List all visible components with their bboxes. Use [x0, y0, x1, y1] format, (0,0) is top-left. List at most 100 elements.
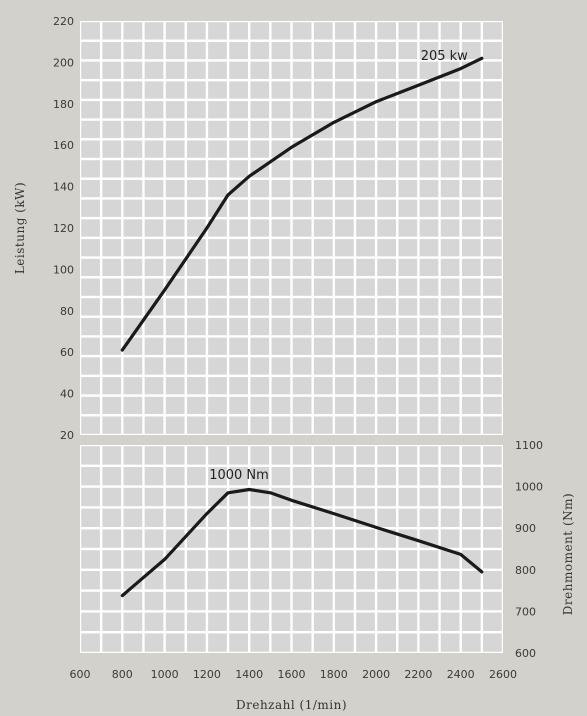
grid-cell [440, 337, 460, 355]
grid-cell [102, 612, 122, 631]
grid-cell [271, 179, 291, 198]
grid-cell [398, 120, 418, 139]
grid-cell [398, 487, 418, 507]
grid-cell [292, 258, 312, 277]
grid-cell [292, 120, 312, 139]
grid-cell [483, 416, 502, 434]
grid-cell [186, 416, 206, 434]
grid-cell [292, 298, 312, 316]
grid-cell [440, 633, 460, 652]
grid-cell [250, 467, 270, 486]
grid-cell [102, 41, 122, 60]
grid-cell [123, 81, 143, 99]
grid-cell [229, 278, 248, 296]
grid-cell [356, 416, 375, 434]
grid-cell [229, 529, 248, 548]
grid-cell [165, 377, 185, 395]
grid-cell [419, 199, 439, 217]
grid-cell [440, 467, 460, 486]
grid-cell [483, 467, 502, 486]
grid-cell [271, 22, 291, 40]
grid-cell [271, 357, 291, 375]
grid-cell [271, 258, 291, 277]
grid-cell [229, 317, 248, 336]
grid-cell [377, 101, 397, 119]
grid-cell [377, 179, 397, 198]
grid-cell [292, 467, 312, 486]
grid-cell [271, 633, 291, 652]
grid-cell [250, 258, 270, 277]
x-tick-label: 800 [112, 668, 133, 681]
torque-y-ticks: 600 700 800 900 1000 1100 [515, 439, 543, 660]
grid-cell [440, 298, 460, 316]
grid-cell [461, 22, 481, 40]
grid-cell [250, 219, 270, 237]
grid-cell [208, 357, 227, 375]
torque-peak-label: 1000 Nm [209, 468, 269, 483]
grid-cell [461, 550, 481, 569]
grid-cell [483, 508, 502, 527]
grid-cell [271, 396, 291, 415]
grid-cell [165, 140, 185, 158]
grid-cell [144, 219, 164, 237]
grid-cell [292, 219, 312, 237]
grid-cell [313, 377, 333, 395]
grid-cell [102, 633, 122, 652]
grid-cell [165, 219, 185, 237]
grid-cell [102, 160, 122, 178]
grid-cell [144, 550, 164, 569]
grid-cell [335, 467, 354, 486]
grid-cell [102, 529, 122, 548]
grid-cell [377, 357, 397, 375]
grid-cell [271, 140, 291, 158]
grid-cell [419, 416, 439, 434]
grid-cell [229, 357, 248, 375]
grid-cell [483, 377, 502, 395]
grid-cell [123, 612, 143, 631]
grid-cell [81, 416, 100, 434]
grid-cell [144, 179, 164, 198]
grid-cell [356, 529, 375, 548]
grid-cell [102, 508, 122, 527]
grid-cell [271, 199, 291, 217]
grid-cell [440, 317, 460, 336]
grid-cell [440, 101, 460, 119]
grid-cell [377, 199, 397, 217]
grid-cell [440, 140, 460, 158]
grid-cell [81, 337, 100, 355]
grid-cell [313, 239, 333, 257]
y-tick-label: 60 [60, 346, 74, 359]
grid-cell [440, 487, 460, 507]
grid-cell [102, 550, 122, 569]
grid-cell [461, 160, 481, 178]
grid-cell [81, 396, 100, 415]
grid-cell [208, 258, 227, 277]
grid-cell [165, 317, 185, 336]
grid-cell [271, 298, 291, 316]
grid-cell [440, 571, 460, 590]
grid-cell [123, 508, 143, 527]
grid-cell [398, 337, 418, 355]
grid-cell [335, 258, 354, 277]
grid-cell [186, 591, 206, 611]
grid-cell [377, 550, 397, 569]
grid-cell [144, 377, 164, 395]
grid-cell [165, 81, 185, 99]
grid-cell [313, 160, 333, 178]
grid-cell [419, 550, 439, 569]
grid-cell [186, 529, 206, 548]
grid-cell [123, 487, 143, 507]
grid-cell [440, 357, 460, 375]
grid-cell [208, 179, 227, 198]
grid-cell [292, 571, 312, 590]
grid-cell [335, 487, 354, 507]
grid-cell [483, 81, 502, 99]
grid-cell [335, 357, 354, 375]
grid-cell [165, 101, 185, 119]
grid-cell [398, 508, 418, 527]
grid-cell [165, 41, 185, 60]
grid-cell [313, 446, 333, 465]
grid-cell [461, 298, 481, 316]
grid-cell [144, 199, 164, 217]
grid-cell [165, 416, 185, 434]
